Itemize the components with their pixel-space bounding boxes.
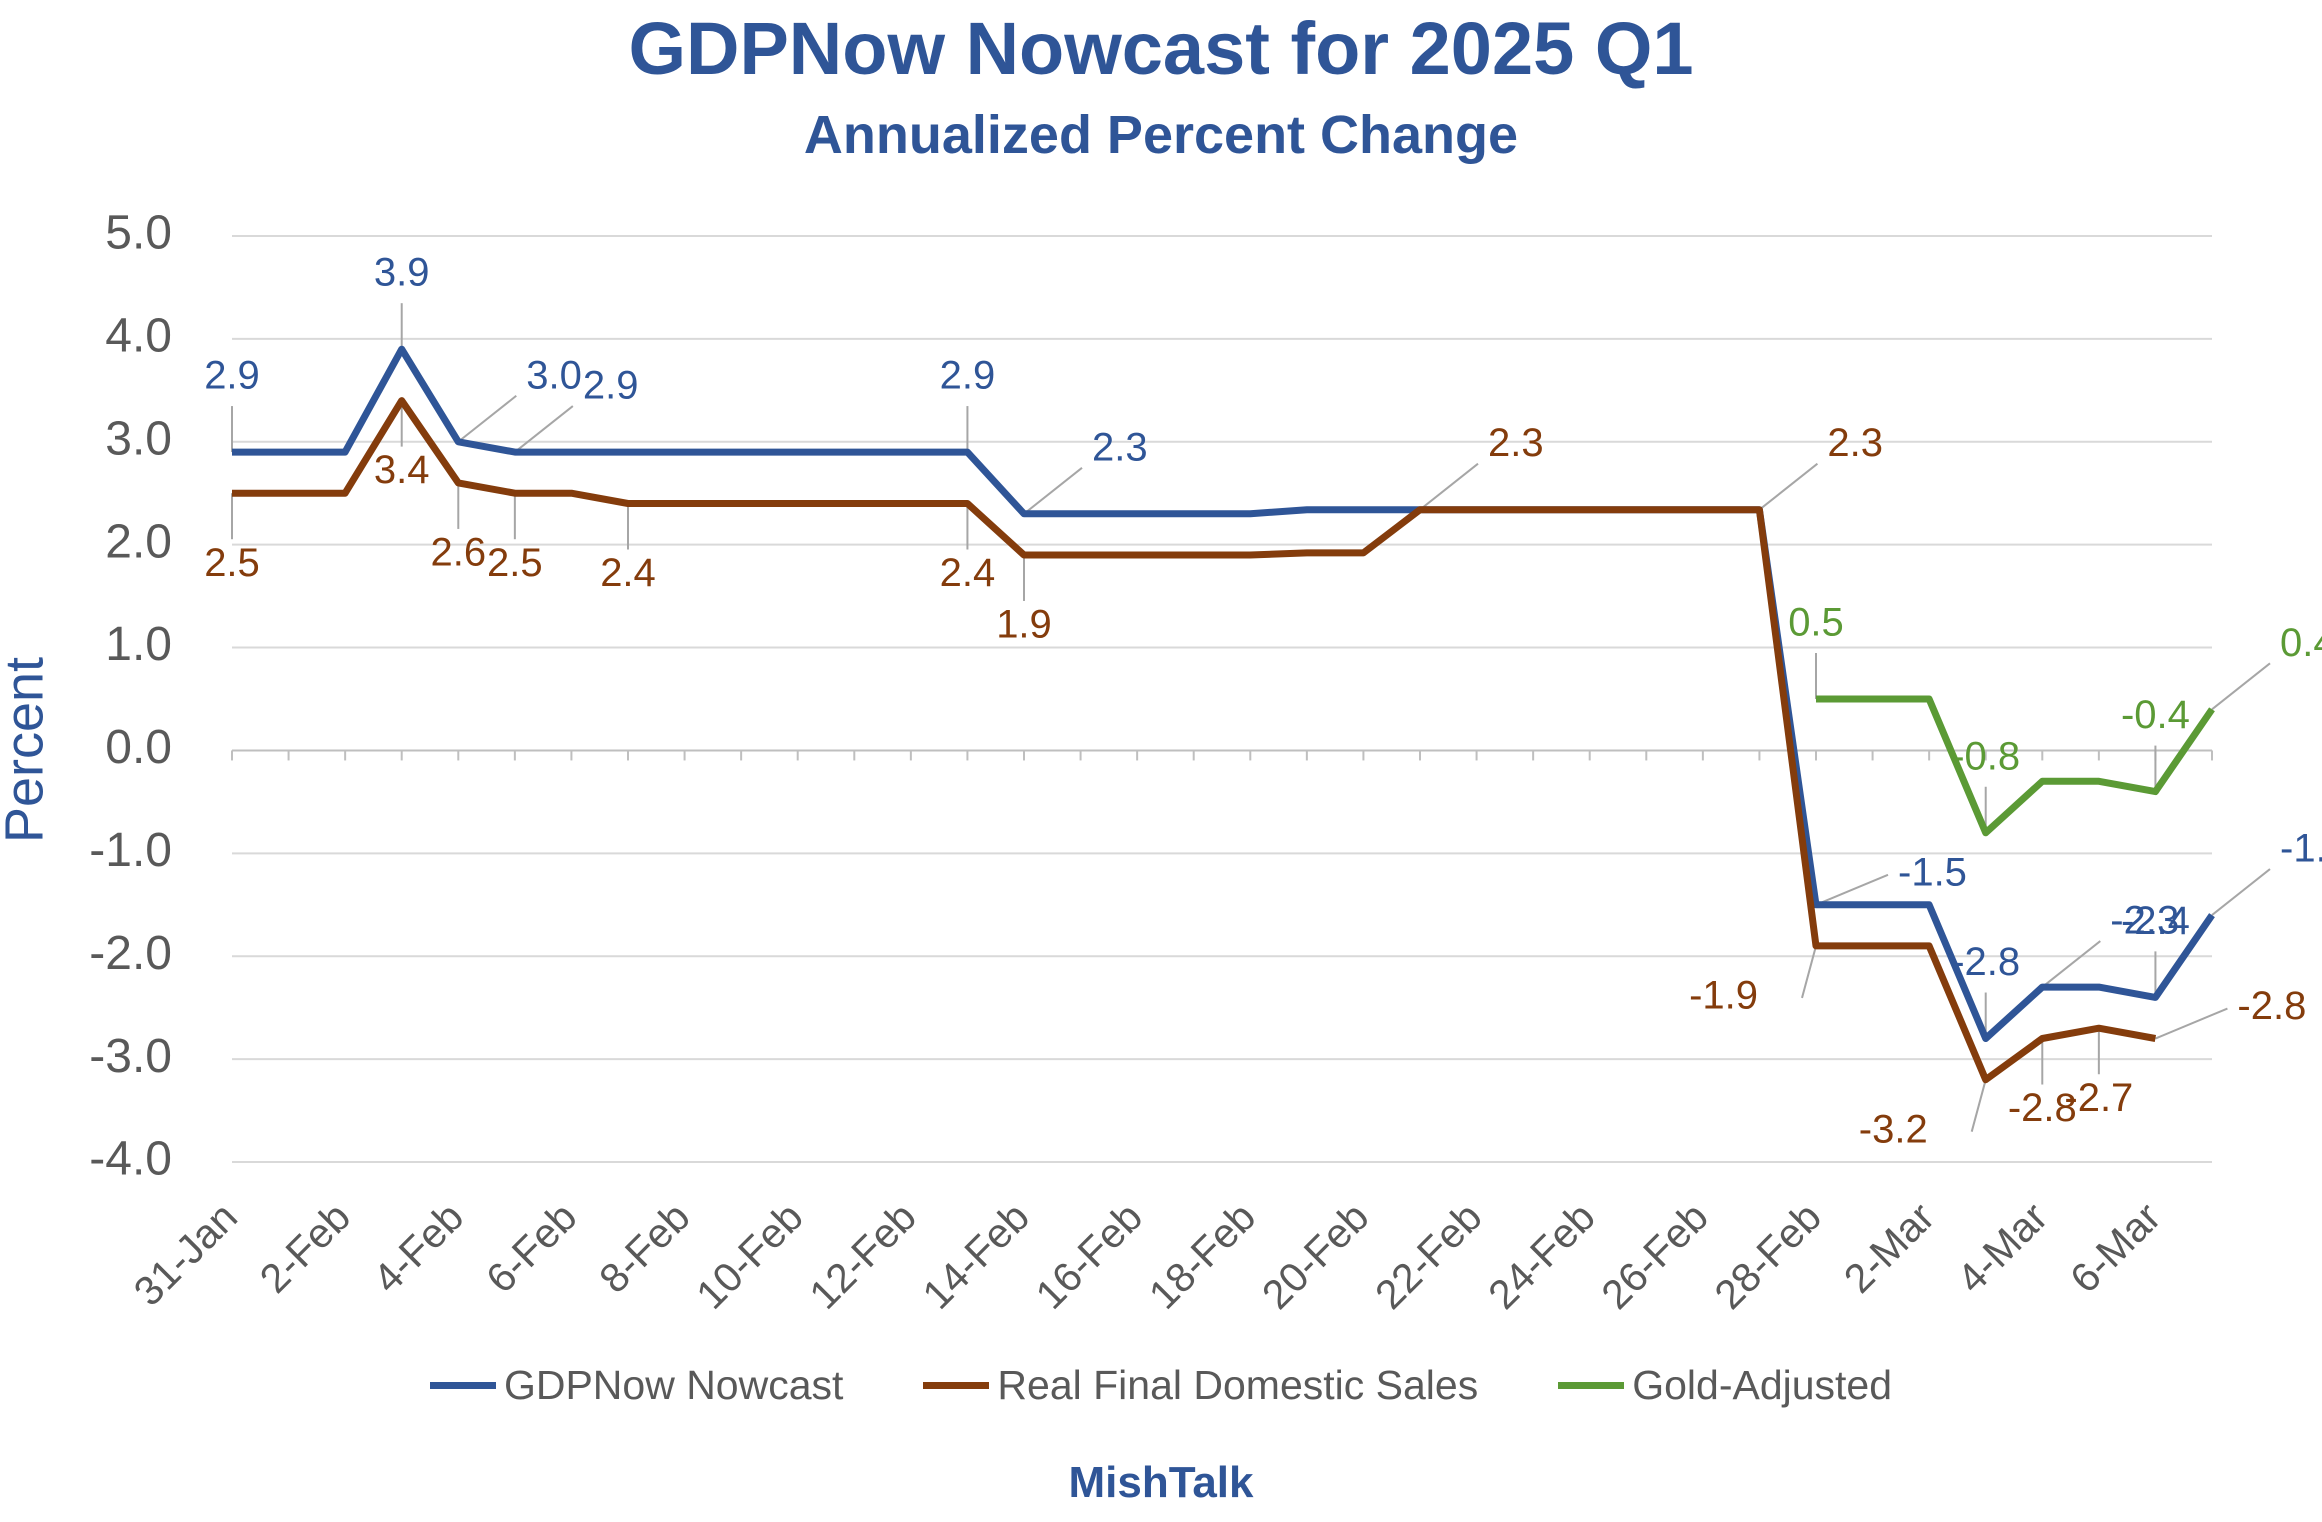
- y-tick-label: 1.0: [105, 618, 172, 671]
- leader-line: [514, 405, 574, 453]
- line-chart: 5.0 4.0 3.0 2.0 1.0 0.0 -1.0 -2.0 -3.0 -4.0 31-Ja…: [0, 207, 2322, 1318]
- y-tick-label: -1.0: [89, 824, 172, 877]
- data-label: 3.9: [374, 251, 430, 295]
- y-tick-label: 3.0: [105, 412, 172, 465]
- data-label: 2.9: [940, 354, 996, 398]
- x-axis: 31-Jan 2-Feb 4-Feb 6-Feb 8-Feb10-Feb12-Feb14…: [125, 749, 2213, 1318]
- x-tick-label: 6-Mar: [2061, 1193, 2169, 1301]
- series-lines: [232, 345, 2215, 1084]
- legend-item: Gold-Adjusted: [1558, 1362, 1892, 1409]
- y-tick-label: 2.0: [105, 515, 172, 568]
- x-tick-label: 31-Jan: [125, 1193, 246, 1314]
- leader-line: [1023, 467, 1083, 515]
- data-label: 2.3: [1827, 421, 1883, 465]
- data-labels: 2.93.93.02.92.92.3-1.5-2.8-2.3-2.4-1.62.…: [204, 251, 2322, 1152]
- series-line-0: [232, 345, 2215, 1042]
- y-tick-label: 0.0: [105, 721, 172, 774]
- data-label: -1.9: [1689, 973, 1758, 1017]
- y-tick-label: -2.0: [89, 927, 172, 980]
- series-line-2: [1816, 695, 2215, 837]
- data-label: 2.9: [204, 354, 260, 398]
- y-tick-label: -3.0: [89, 1030, 172, 1083]
- x-tick-label: 26-Feb: [1592, 1193, 1716, 1317]
- y-axis-label: Percent: [0, 657, 54, 843]
- data-label: 3.0: [526, 353, 582, 397]
- x-tick-label: 4-Mar: [1948, 1193, 2056, 1301]
- x-tick-label: 16-Feb: [1027, 1193, 1151, 1317]
- x-tick-label: 14-Feb: [914, 1193, 1038, 1317]
- data-label: -3.2: [1859, 1107, 1928, 1151]
- label-leader-lines: [231, 303, 2271, 1132]
- x-tick-label: 22-Feb: [1366, 1193, 1490, 1317]
- leader-line: [1419, 462, 1479, 511]
- legend-swatch: [923, 1382, 990, 1389]
- data-label: 3.4: [374, 448, 430, 492]
- leader-line: [2211, 868, 2271, 916]
- y-tick-label: -4.0: [89, 1133, 172, 1186]
- y-tick-label: 5.0: [105, 207, 172, 260]
- data-label: -1.6: [2280, 827, 2322, 871]
- chart-title: GDPNow Nowcast for 2025 Q1: [628, 7, 1694, 90]
- data-label: 2.4: [940, 551, 996, 595]
- x-tick-label: 12-Feb: [800, 1193, 924, 1317]
- leader-line: [1815, 873, 1889, 906]
- x-tick-label: 24-Feb: [1479, 1193, 1603, 1317]
- x-tick-label: 18-Feb: [1140, 1193, 1264, 1317]
- data-label: -2.7: [2064, 1076, 2133, 1120]
- x-tick-label: 4-Feb: [364, 1193, 472, 1301]
- data-label: 2.9: [583, 364, 639, 408]
- data-label: 2.3: [1488, 421, 1544, 465]
- x-tick-label: 2-Feb: [251, 1193, 359, 1301]
- legend-label: Real Final Domestic Sales: [997, 1362, 1479, 1408]
- footer-brand: MishTalk: [1068, 1458, 1254, 1507]
- leader-line: [457, 394, 517, 443]
- legend-swatch: [1558, 1382, 1625, 1389]
- y-tick-label: 4.0: [105, 310, 172, 363]
- x-tick-label: 28-Feb: [1706, 1193, 1830, 1317]
- data-label: -2.4: [2121, 899, 2190, 943]
- data-label: 0.4: [2280, 621, 2322, 665]
- leader-line: [2041, 940, 2101, 988]
- legend-swatch: [429, 1382, 496, 1389]
- x-tick-label: 10-Feb: [687, 1193, 811, 1317]
- legend-item: GDPNow Nowcast: [429, 1362, 844, 1409]
- series-line-1: [232, 397, 2157, 1084]
- data-label: -2.3: [2110, 899, 2179, 943]
- leader-line: [2211, 662, 2271, 711]
- data-label: -1.5: [1898, 850, 1967, 894]
- data-label: 2.6: [430, 530, 486, 574]
- legend-label: GDPNow Nowcast: [503, 1362, 844, 1408]
- data-label: 2.5: [487, 541, 543, 585]
- data-label: 2.5: [204, 541, 260, 585]
- leader-line: [1970, 1079, 1987, 1132]
- x-tick-label: 6-Feb: [477, 1193, 585, 1301]
- x-tick-label: 8-Feb: [590, 1193, 698, 1301]
- leader-line: [1758, 462, 1819, 511]
- leader-line: [2155, 1007, 2228, 1040]
- x-tick-label: 2-Mar: [1835, 1193, 1943, 1301]
- data-label: -2.8: [2237, 984, 2306, 1028]
- legend-item: Real Final Domestic Sales: [923, 1362, 1478, 1409]
- data-label: 0.5: [1788, 601, 1844, 645]
- chart-subtitle: Annualized Percent Change: [803, 105, 1519, 165]
- data-label: 1.9: [996, 603, 1052, 647]
- data-label: -2.8: [2008, 1086, 2077, 1130]
- data-label: 2.3: [1092, 425, 1148, 469]
- data-label: -0.8: [1951, 734, 2020, 778]
- leader-line: [1801, 945, 1817, 999]
- legend: GDPNow Nowcast Real Final Domestic Sales G…: [0, 1362, 2322, 1409]
- y-axis-tick-labels: 5.0 4.0 3.0 2.0 1.0 0.0 -1.0 -2.0 -3.0 -4.0: [89, 207, 172, 1186]
- legend-label: Gold-Adjusted: [1632, 1362, 1893, 1408]
- data-label: -0.4: [2121, 693, 2190, 737]
- x-tick-label: 20-Feb: [1253, 1193, 1377, 1317]
- data-label: 2.4: [600, 551, 656, 595]
- data-label: -2.8: [1951, 940, 2020, 984]
